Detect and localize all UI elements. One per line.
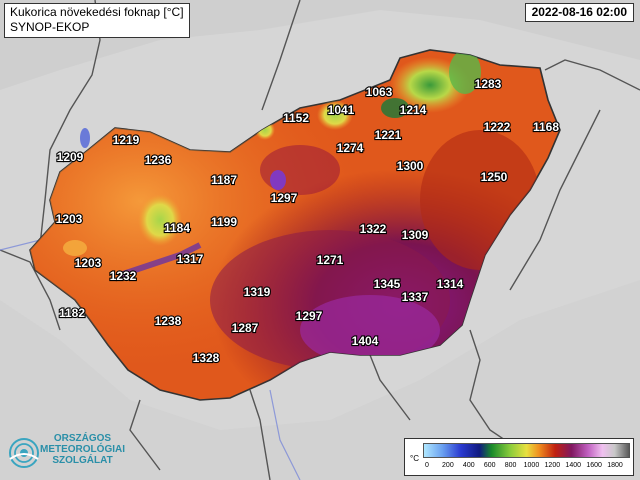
legend-tick-label: 600 bbox=[483, 462, 496, 469]
legend-tick-label: 800 bbox=[504, 462, 517, 469]
station-value-label: 1221 bbox=[375, 128, 402, 142]
legend-tick-label: 1000 bbox=[523, 462, 540, 469]
station-value-label: 1271 bbox=[317, 253, 344, 267]
station-value-label: 1199 bbox=[211, 215, 237, 229]
station-value-label: 1203 bbox=[75, 256, 102, 270]
station-value-label: 1322 bbox=[360, 222, 387, 236]
map-title-box: Kukorica növekedési foknap [°C] SYNOP-EK… bbox=[4, 3, 190, 38]
station-value-label: 1274 bbox=[337, 141, 364, 155]
legend-tick-label: 400 bbox=[462, 462, 475, 469]
station-value-label: 1309 bbox=[402, 228, 429, 242]
station-value-label: 1283 bbox=[475, 77, 502, 91]
station-value-label: 1250 bbox=[481, 170, 508, 184]
station-value-label: 1236 bbox=[145, 153, 172, 167]
omsz-logo-icon bbox=[9, 438, 39, 468]
station-value-label: 1345 bbox=[374, 277, 401, 291]
map-subtitle: SYNOP-EKOP bbox=[10, 20, 90, 34]
color-legend: °C 0 200 400 600 800 1000 1200 1400 1600 1800 bbox=[404, 438, 634, 476]
legend-tick-label: 1400 bbox=[565, 462, 582, 469]
legend-tick-label: 200 bbox=[442, 462, 454, 469]
station-value-label: 1297 bbox=[296, 309, 323, 323]
legend-tick-label: 1800 bbox=[607, 462, 623, 469]
legend-tick-label: 1600 bbox=[586, 462, 602, 469]
legend-tick-label: 0 bbox=[425, 462, 429, 469]
legend-tick-label: 1200 bbox=[544, 462, 561, 469]
station-value-label: 1184 bbox=[164, 221, 190, 235]
station-labels: 1063 1283 1041 1214 1152 1221 1222 1168 1219 1274… bbox=[55, 76, 561, 366]
logo-line-1: ORSZÁGOS bbox=[53, 433, 112, 444]
station-value-label: 1187 bbox=[211, 173, 237, 187]
station-value-label: 1317 bbox=[177, 252, 204, 266]
map-datetime: 2022-08-16 02:00 bbox=[524, 3, 634, 22]
station-value-label: 1219 bbox=[113, 133, 140, 147]
station-value-label: 1300 bbox=[397, 159, 424, 173]
logo-line-2: METEOROLÓGIAI bbox=[40, 444, 125, 455]
station-value-label: 1404 bbox=[352, 334, 379, 348]
legend-color-bar bbox=[423, 443, 630, 458]
omsz-logo-text: ORSZÁGOS METEOROLÓGIAI SZOLGÁLAT bbox=[40, 433, 125, 466]
station-value-label: 1238 bbox=[155, 314, 182, 328]
station-value-label: 1152 bbox=[283, 111, 309, 125]
logo-line-3: SZOLGÁLAT bbox=[52, 455, 113, 466]
station-value-label: 1203 bbox=[56, 212, 83, 226]
station-value-label: 1328 bbox=[193, 351, 220, 365]
station-value-label: 1337 bbox=[402, 290, 429, 304]
station-value-label: 1063 bbox=[366, 85, 393, 99]
station-value-label: 1297 bbox=[271, 191, 298, 205]
legend-unit: °C bbox=[410, 454, 419, 463]
station-value-label: 1319 bbox=[244, 285, 271, 299]
station-value-label: 1232 bbox=[110, 269, 137, 283]
station-value-label: 1182 bbox=[59, 306, 85, 320]
station-value-label: 1041 bbox=[328, 103, 355, 117]
station-value-label: 1314 bbox=[437, 277, 464, 291]
station-value-label: 1214 bbox=[400, 103, 427, 117]
station-value-label: 1209 bbox=[57, 150, 84, 164]
lake-neusiedl bbox=[80, 128, 90, 148]
station-value-label: 1168 bbox=[533, 120, 559, 134]
map-title: Kukorica növekedési foknap [°C] bbox=[10, 5, 184, 19]
station-value-label: 1287 bbox=[232, 321, 259, 335]
station-value-label: 1222 bbox=[484, 120, 511, 134]
